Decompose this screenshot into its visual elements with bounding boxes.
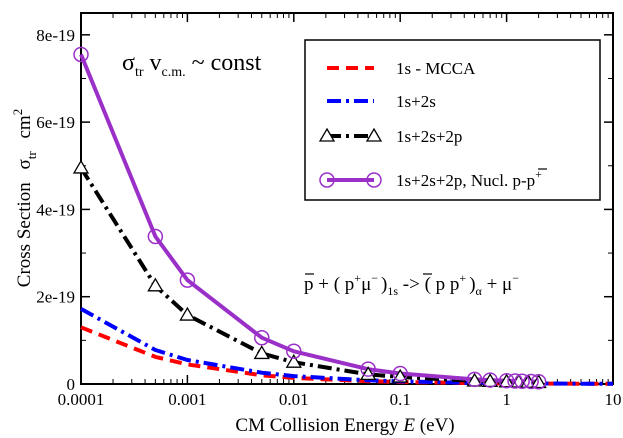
reaction-mu-sup: −	[371, 271, 378, 285]
x-tick-label: 1	[502, 390, 511, 409]
reaction-sub-alpha: α	[476, 284, 483, 298]
x-tick-label: 0.001	[168, 390, 206, 409]
y-tick-label: 0	[67, 375, 76, 394]
reaction-plus1: + (	[318, 274, 340, 295]
reaction-close2: )	[469, 274, 475, 295]
x-axis-title-var: E	[402, 415, 415, 436]
y-axis-title-main: Cross Section	[14, 182, 35, 288]
x-axis-title-main: CM Collision Energy	[235, 415, 399, 436]
reaction-p2: p	[450, 274, 460, 295]
law-rest: ~ const	[192, 50, 262, 76]
y-tick-label: 4e-19	[36, 200, 75, 219]
y-axis-title: Cross Section σtr cm2	[10, 109, 41, 287]
series-3-point	[254, 329, 270, 346]
x-tick-label: 10	[605, 390, 622, 409]
reaction-p-sup: +	[354, 271, 361, 285]
law-sigma: σ	[122, 50, 135, 76]
y-axis-title-sub: tr	[24, 151, 39, 160]
y-tick-label: 8e-19	[36, 26, 75, 45]
series-3-point	[498, 372, 515, 389]
annotation-reaction: p + ( p+μ−)1s -> ( p p+)α + μ−	[304, 271, 519, 300]
legend-label-1s2s: 1s+2s	[396, 92, 436, 111]
series-3-point	[507, 373, 523, 389]
series-3-point	[530, 373, 547, 390]
x-tick-label: 0.0001	[58, 390, 105, 409]
annotation-scaling-law: σtr vc.m. ~ const	[122, 50, 262, 80]
y-axis-title-unit: cm	[14, 115, 35, 138]
series-2-point	[147, 277, 164, 292]
legend-label-nucl-dash: -p	[521, 171, 535, 190]
legend-label-nucl-sup: +	[535, 167, 542, 181]
series-2-point	[285, 353, 302, 368]
reaction-mu2-sup: −	[512, 271, 519, 285]
reaction-pbar2: p	[436, 274, 446, 295]
y-tick-label: 2e-19	[36, 288, 75, 307]
series-3-point	[514, 373, 530, 390]
series-3-point	[147, 228, 164, 245]
series-layer	[72, 46, 614, 390]
legend-marker-circle-left	[319, 172, 335, 188]
series-2-point	[498, 373, 515, 388]
y-tick-label: 6e-19	[36, 113, 75, 132]
series-3-point	[466, 371, 483, 388]
series-2-point	[179, 306, 196, 321]
legend-label-nucl-pbar: p	[512, 171, 521, 190]
legend-label-mcca: 1s - MCCA	[396, 59, 476, 78]
series-3-point	[73, 46, 89, 63]
reaction-p2-sup: +	[459, 271, 466, 285]
reaction-pbar: p	[304, 274, 314, 295]
series-2-point	[360, 366, 377, 381]
legend-marker-circle-right	[366, 172, 382, 188]
x-tick-label: 0.01	[279, 390, 309, 409]
x-tick-label: 0.1	[390, 390, 411, 409]
reaction-close1: )	[381, 274, 387, 295]
series-2-point	[72, 159, 90, 174]
series-2-point	[253, 345, 270, 360]
plot-frame	[80, 12, 614, 385]
x-axis-title: CM Collision Energy E (eV)	[235, 415, 454, 436]
reaction-arrow: -> (	[403, 274, 431, 295]
series-3-point	[286, 343, 302, 360]
reaction-sub-1s: 1s	[387, 284, 398, 298]
series-3-point	[392, 365, 408, 382]
law-cm: c.m.	[162, 65, 186, 80]
series-3-point	[179, 272, 196, 288]
legend-label-1s2s2p: 1s+2s+2p	[396, 127, 462, 146]
series-3-point	[523, 373, 539, 390]
y-axis-title-sup: 2	[10, 109, 25, 116]
legend-marker-triangle-right	[365, 127, 383, 142]
law-tr: tr	[135, 65, 144, 80]
x-axis-title-unit: (eV)	[420, 415, 455, 436]
law-v: v	[150, 50, 162, 76]
reaction-mu: μ	[361, 274, 371, 295]
series-3-point	[360, 361, 376, 377]
reaction-plus2: + μ	[487, 274, 513, 295]
y-axis-title-sigma: σ	[14, 159, 35, 169]
series-3-point	[482, 372, 498, 388]
legend-label-nucl: 1s+2s+2p, Nucl. p-p+	[396, 167, 542, 190]
reaction-equation: p + ( p+μ−)1s -> ( p p+)α + μ−	[304, 271, 519, 300]
legend-label-nucl-main: 1s+2s+2p, Nucl.	[396, 171, 508, 190]
legend-marker-triangle-left	[318, 127, 336, 142]
reaction-p: p	[345, 274, 355, 295]
